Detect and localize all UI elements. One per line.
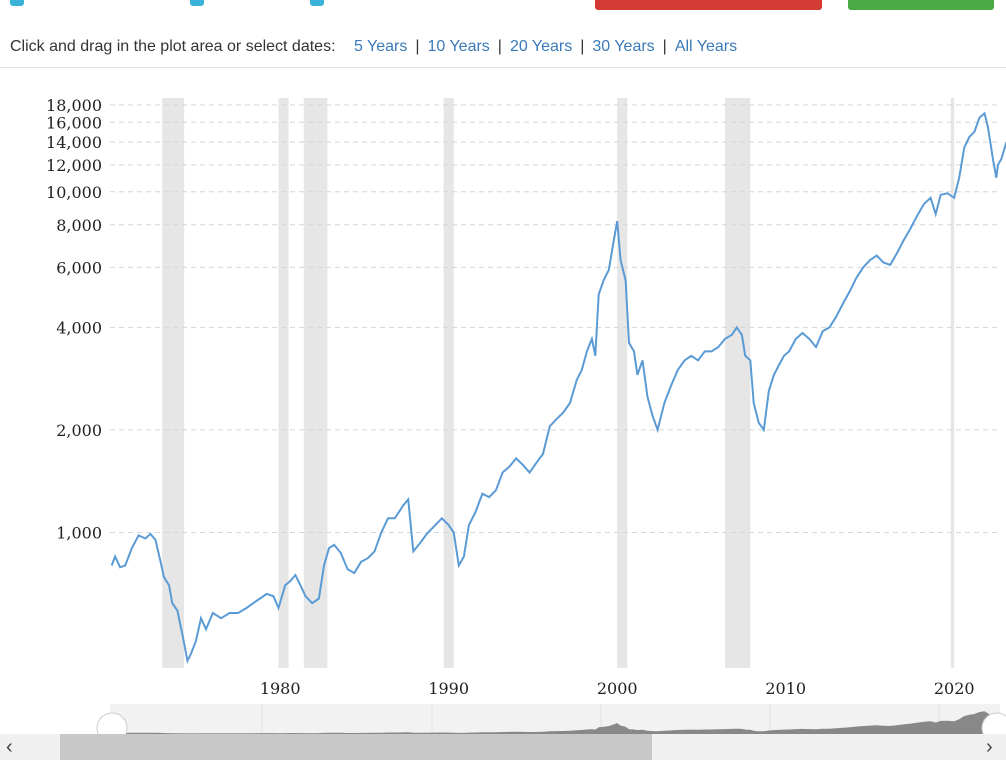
recession-bands: [162, 98, 955, 668]
y-tick-label: 10,000: [46, 183, 102, 202]
range-10-years[interactable]: 10 Years: [427, 38, 490, 55]
series-checkbox-2[interactable]: [190, 0, 204, 6]
scrollbar-thumb[interactable]: [60, 734, 652, 760]
range-separator: |: [497, 38, 502, 55]
range-5-years[interactable]: 5 Years: [353, 38, 408, 55]
recession-band: [725, 98, 751, 668]
y-tick-label: 4,000: [56, 318, 102, 337]
gridlines: [110, 104, 998, 533]
plot-area[interactable]: [110, 111, 1006, 664]
range-separator: |: [662, 38, 667, 55]
y-axis: 1,000 2,000 4,000 6,000 8,000 10,000 12,000 14,…: [46, 96, 102, 543]
recession-band: [950, 98, 955, 668]
range-prompt: Click and drag in the plot area or selec…: [10, 38, 336, 55]
line-chart[interactable]: 1,000 2,000 4,000 6,000 8,000 10,000 12,000 14,…: [0, 68, 1006, 704]
x-axis: 1980 1990 2000 2010 2020: [260, 679, 975, 698]
recession-band: [617, 98, 628, 668]
series-line[interactable]: [110, 111, 1006, 664]
range-20-years[interactable]: 20 Years: [509, 38, 573, 55]
x-tick-label: 2020: [934, 679, 975, 698]
green-action-button[interactable]: [848, 0, 994, 10]
range-all-years[interactable]: All Years: [674, 38, 738, 55]
x-tick-label: 2000: [597, 679, 638, 698]
y-tick-label: 6,000: [56, 258, 102, 277]
top-toolbar: [0, 0, 1006, 12]
range-separator: |: [415, 38, 420, 55]
y-tick-label: 8,000: [56, 216, 102, 235]
recession-band: [443, 98, 454, 668]
y-tick-label: 12,000: [46, 156, 102, 175]
y-tick-label: 18,000: [46, 96, 102, 115]
range-separator: |: [580, 38, 585, 55]
y-tick-label: 2,000: [56, 421, 102, 440]
series-checkbox-1[interactable]: [10, 0, 24, 6]
y-tick-label: 14,000: [46, 133, 102, 152]
y-tick-label: 16,000: [46, 113, 102, 132]
navigator[interactable]: [0, 704, 1006, 760]
scroll-left-arrow[interactable]: ‹: [6, 736, 13, 758]
x-tick-label: 1990: [428, 679, 469, 698]
recession-band: [162, 98, 185, 668]
red-action-button[interactable]: [595, 0, 822, 10]
toolbar-divider: [0, 67, 1006, 68]
x-tick-label: 1980: [260, 679, 301, 698]
series-checkbox-3[interactable]: [310, 0, 324, 6]
y-tick-label: 1,000: [56, 523, 102, 542]
x-tick-label: 2010: [765, 679, 806, 698]
scroll-right-arrow[interactable]: ›: [986, 736, 993, 758]
recession-band: [278, 98, 289, 668]
recession-band: [303, 98, 328, 668]
range-30-years[interactable]: 30 Years: [592, 38, 655, 55]
date-range-selector: Click and drag in the plot area or selec…: [10, 38, 737, 56]
navigator-series: [111, 711, 1006, 734]
